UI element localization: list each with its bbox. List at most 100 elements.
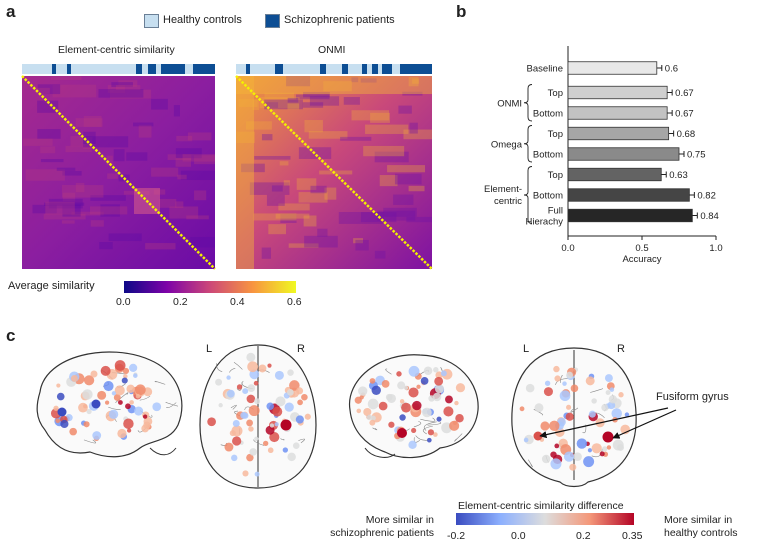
node-dot (229, 430, 236, 437)
value-label: 0.6 (665, 64, 678, 75)
bar (567, 188, 690, 202)
bar (567, 167, 662, 182)
node-dot (609, 387, 615, 392)
node-dot (287, 369, 294, 376)
diff-colorbar-title: Element-centric similarity difference (458, 500, 624, 512)
node-dot (284, 402, 294, 412)
node-dot (540, 421, 550, 431)
node-dot (141, 424, 149, 433)
node-dot (408, 387, 419, 398)
node-dot (274, 370, 284, 380)
node-dot (359, 395, 364, 400)
node-dot (91, 399, 101, 409)
node-dot (397, 381, 406, 390)
node-dot (434, 376, 444, 386)
node-dot (224, 442, 234, 452)
node-dot (420, 377, 429, 385)
node-dot (358, 386, 368, 396)
node-dot (553, 365, 560, 373)
node-dot (246, 453, 254, 462)
node-dot (267, 363, 272, 368)
value-label: 0.67 (675, 88, 694, 99)
node-dot (78, 402, 88, 413)
node-dot (248, 405, 260, 417)
node-dot (135, 393, 141, 399)
node-dot (301, 393, 308, 401)
node-dot (606, 445, 612, 450)
node-dot (443, 406, 454, 417)
node-dot (576, 438, 588, 449)
node-dot (541, 454, 551, 464)
diff-colorbar-tick: 0.0 (511, 530, 526, 542)
node-dot (386, 393, 396, 403)
node-dot (282, 447, 289, 453)
node-dot (129, 363, 138, 373)
node-dot (432, 392, 442, 402)
x-tick-label: 0.0 (561, 243, 574, 254)
node-dot (550, 458, 562, 470)
node-dot (207, 417, 216, 427)
category-label: Baseline (527, 64, 563, 75)
group-brace (523, 125, 533, 163)
heatmap-title-element-centric: Element-centric similarity (58, 44, 175, 56)
node-dot (83, 421, 90, 428)
node-dot (433, 367, 439, 373)
node-dot (265, 425, 275, 435)
node-dot (142, 414, 148, 419)
right-description: More similar in healthy controls (664, 514, 738, 539)
node-dot (56, 383, 61, 388)
node-dot (563, 451, 575, 462)
node-dot (569, 463, 577, 471)
node-dot (117, 400, 123, 405)
node-dot (543, 387, 553, 397)
node-dot (366, 414, 373, 421)
node-dot (371, 385, 381, 395)
node-dot (123, 418, 134, 429)
group-strip-right (236, 64, 432, 74)
node-dot (433, 432, 438, 437)
category-label: Bottom (533, 109, 563, 120)
hemisphere-label-r-back: R (617, 343, 625, 355)
node-dot (55, 418, 61, 424)
category-label: Top (548, 170, 563, 181)
bar (567, 147, 680, 161)
node-dot (304, 413, 311, 420)
node-dot (97, 390, 107, 400)
node-dot (445, 395, 453, 404)
node-dot (412, 400, 422, 411)
fusiform-gyrus-annotation: Fusiform gyrus (656, 391, 729, 403)
node-dot (70, 375, 78, 382)
annotation-arrow (539, 407, 669, 439)
colorbar-tick: 0.4 (230, 296, 245, 308)
node-dot (111, 391, 117, 396)
legend-swatch-patients (265, 14, 280, 28)
node-dot (369, 419, 376, 426)
node-dot (254, 471, 260, 477)
node-dot (297, 399, 303, 406)
node-dot (585, 376, 595, 386)
node-dot (296, 387, 304, 395)
node-dot (126, 428, 132, 433)
node-dot (381, 380, 390, 388)
heatmap-title-onmi: ONMI (318, 44, 346, 56)
node-dot (108, 409, 119, 420)
category-label: Top (548, 88, 563, 99)
node-dot (604, 374, 613, 383)
node-dot (523, 437, 529, 443)
node-dot (247, 384, 256, 393)
node-dot (566, 371, 573, 379)
brain-views (36, 344, 677, 489)
node-dot (86, 409, 92, 415)
group-label: ONMI (497, 98, 522, 109)
node-dot (286, 388, 294, 396)
value-label: 0.84 (700, 211, 719, 222)
node-dot (588, 410, 596, 418)
node-dot (242, 470, 249, 477)
node-dot (396, 371, 402, 377)
node-dot (602, 446, 608, 452)
x-tick-label: 0.5 (635, 243, 648, 254)
node-dot (226, 389, 235, 398)
bar (567, 106, 668, 120)
node-dot (274, 422, 279, 427)
hemisphere-label-l-back: L (523, 343, 530, 355)
